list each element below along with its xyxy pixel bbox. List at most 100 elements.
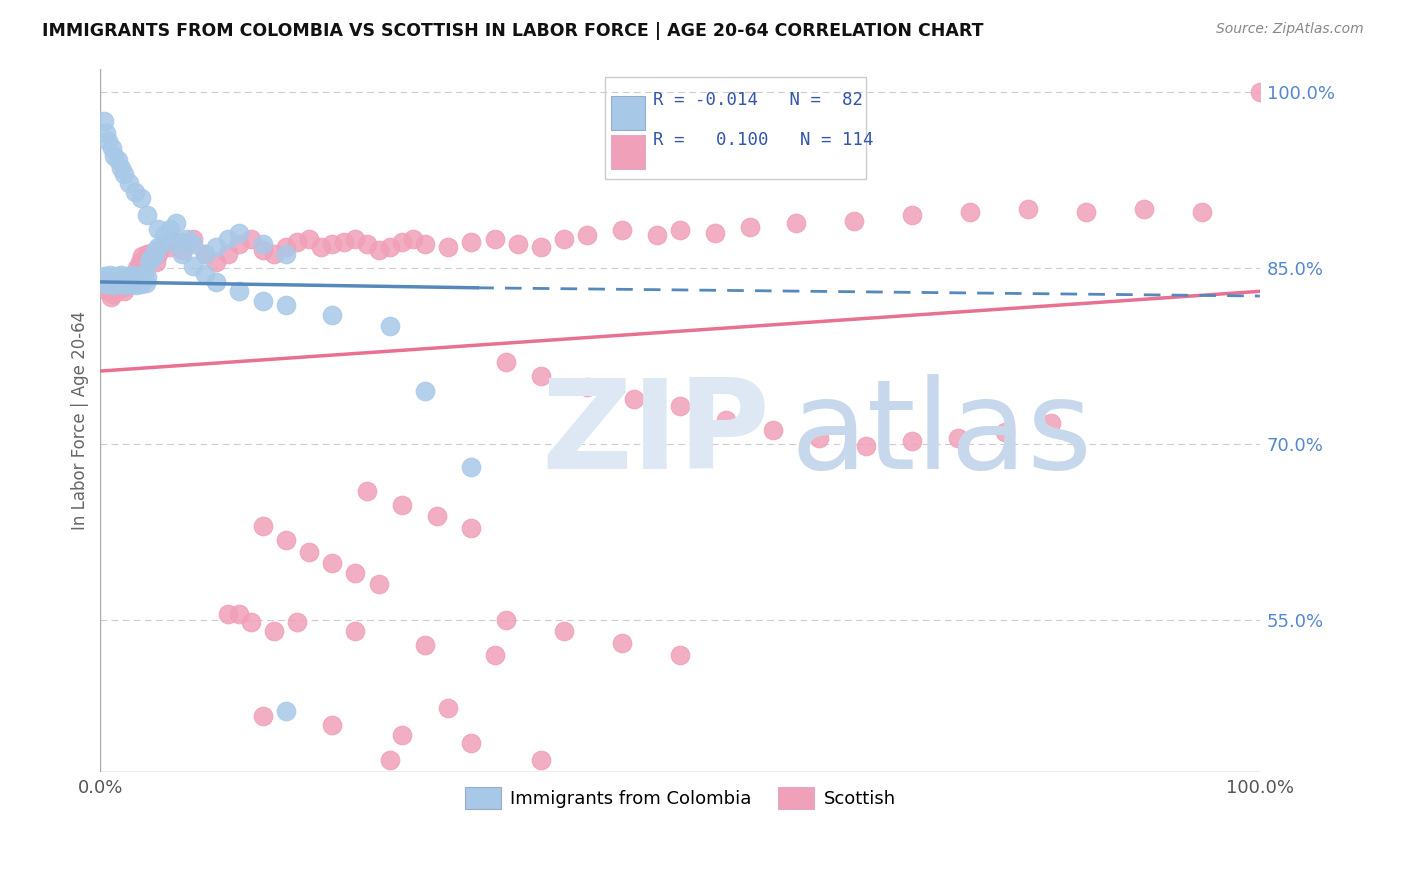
- Bar: [610, 96, 645, 129]
- Point: [391, 498, 413, 512]
- Point: [716, 413, 738, 427]
- Point: [228, 226, 250, 240]
- Point: [135, 276, 157, 290]
- Point: [128, 255, 150, 269]
- Point: [1017, 202, 1039, 217]
- Point: [120, 271, 142, 285]
- Point: [97, 285, 120, 299]
- Point: [101, 286, 124, 301]
- Point: [530, 753, 553, 767]
- Point: [287, 615, 309, 629]
- Point: [228, 285, 250, 299]
- Point: [115, 275, 138, 289]
- Point: [298, 231, 321, 245]
- Point: [118, 277, 141, 292]
- Point: [762, 423, 785, 437]
- Point: [287, 235, 309, 249]
- Point: [460, 521, 482, 535]
- Point: [112, 167, 135, 181]
- Point: [115, 278, 138, 293]
- Point: [321, 718, 343, 732]
- Point: [97, 274, 120, 288]
- Point: [205, 255, 228, 269]
- Point: [1074, 204, 1097, 219]
- Text: atlas: atlas: [790, 374, 1092, 495]
- Point: [129, 190, 152, 204]
- Point: [309, 240, 332, 254]
- Point: [112, 285, 135, 299]
- Point: [610, 636, 633, 650]
- Point: [669, 399, 692, 413]
- Text: R = -0.014   N =  82: R = -0.014 N = 82: [654, 91, 863, 109]
- Point: [576, 380, 599, 394]
- Point: [530, 240, 553, 254]
- Point: [530, 368, 553, 383]
- Point: [124, 267, 146, 281]
- Point: [391, 727, 413, 741]
- Point: [153, 237, 176, 252]
- Point: [228, 237, 250, 252]
- Point: [121, 274, 143, 288]
- Point: [107, 153, 129, 167]
- Point: [117, 268, 139, 283]
- Point: [1133, 202, 1156, 217]
- Point: [380, 240, 402, 254]
- Point: [127, 272, 149, 286]
- Point: [138, 255, 160, 269]
- Point: [112, 270, 135, 285]
- Point: [217, 607, 239, 621]
- Point: [181, 237, 204, 252]
- Point: [959, 204, 981, 219]
- Point: [356, 483, 378, 498]
- Point: [274, 240, 297, 254]
- Point: [120, 270, 142, 285]
- Point: [138, 252, 160, 266]
- Point: [100, 276, 122, 290]
- Point: [321, 308, 343, 322]
- Point: [576, 227, 599, 242]
- Text: R =   0.100   N = 114: R = 0.100 N = 114: [654, 130, 875, 149]
- Point: [855, 439, 877, 453]
- Point: [129, 277, 152, 292]
- Point: [108, 274, 131, 288]
- Point: [901, 208, 924, 222]
- Point: [135, 208, 157, 222]
- Point: [121, 268, 143, 282]
- Point: [117, 275, 139, 289]
- Point: [131, 271, 153, 285]
- Point: [553, 624, 575, 639]
- Point: [121, 276, 143, 290]
- Point: [176, 237, 198, 252]
- Point: [553, 231, 575, 245]
- Point: [141, 245, 163, 260]
- Point: [110, 268, 132, 282]
- Point: [94, 268, 117, 283]
- Point: [217, 231, 239, 245]
- Legend: Immigrants from Colombia, Scottish: Immigrants from Colombia, Scottish: [457, 780, 903, 816]
- Point: [460, 235, 482, 249]
- Point: [148, 222, 170, 236]
- Point: [111, 281, 134, 295]
- Point: [252, 518, 274, 533]
- Point: [142, 249, 165, 263]
- Point: [194, 247, 217, 261]
- Point: [108, 271, 131, 285]
- Point: [128, 275, 150, 289]
- Point: [380, 753, 402, 767]
- Point: [298, 544, 321, 558]
- Point: [391, 235, 413, 249]
- Point: [96, 271, 118, 285]
- Point: [104, 275, 127, 289]
- Point: [107, 277, 129, 292]
- Point: [115, 272, 138, 286]
- Point: [274, 298, 297, 312]
- Point: [274, 247, 297, 261]
- Point: [252, 293, 274, 308]
- Point: [321, 557, 343, 571]
- Point: [165, 235, 187, 249]
- Point: [125, 278, 148, 293]
- Point: [994, 425, 1017, 439]
- Point: [252, 708, 274, 723]
- Point: [402, 231, 425, 245]
- Point: [217, 247, 239, 261]
